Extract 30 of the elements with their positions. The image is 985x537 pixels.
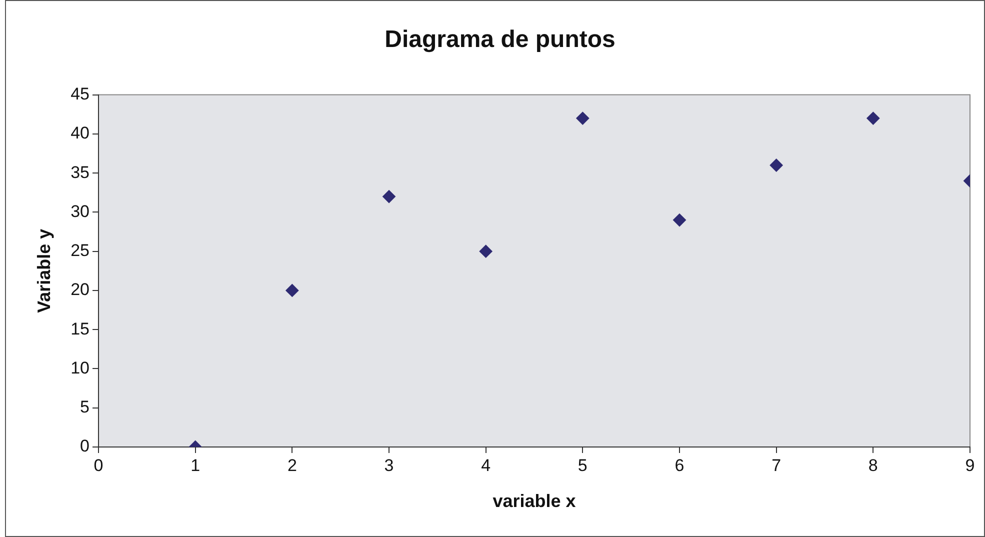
- x-tick-label: 1: [190, 456, 200, 475]
- y-tick-label: 15: [70, 319, 90, 338]
- chart-title: Diagrama de puntos: [384, 26, 616, 54]
- point: [866, 112, 880, 125]
- x-tick-label: 4: [481, 456, 491, 475]
- x-tick-label: 0: [94, 456, 104, 475]
- y-tick-label: 30: [70, 202, 90, 221]
- y-tick-label: 5: [80, 398, 90, 417]
- point: [382, 190, 396, 204]
- y-tick-label: 35: [70, 162, 90, 182]
- x-tick-label: 2: [287, 456, 297, 475]
- y-tick-label: 25: [70, 241, 90, 260]
- x-tick-label: 7: [772, 456, 782, 475]
- y-tick-label: 40: [70, 124, 90, 143]
- y-tick-label: 10: [70, 358, 90, 378]
- x-tick-label: 5: [578, 456, 588, 475]
- x-tick-label: 8: [868, 456, 878, 475]
- x-axis-title: variable x: [492, 491, 576, 512]
- y-tick-label: 20: [70, 280, 90, 300]
- point: [770, 158, 783, 172]
- y-axis-title: Variable y: [34, 228, 54, 313]
- y-tick-label: 45: [70, 84, 90, 104]
- point: [576, 112, 590, 125]
- x-tick-label: 9: [965, 456, 975, 475]
- point: [286, 284, 299, 297]
- y-tick-label: 0: [80, 436, 90, 456]
- x-tick-label: 3: [384, 456, 394, 475]
- point: [673, 214, 686, 227]
- x-tick-label: 6: [674, 456, 684, 475]
- point: [479, 244, 492, 258]
